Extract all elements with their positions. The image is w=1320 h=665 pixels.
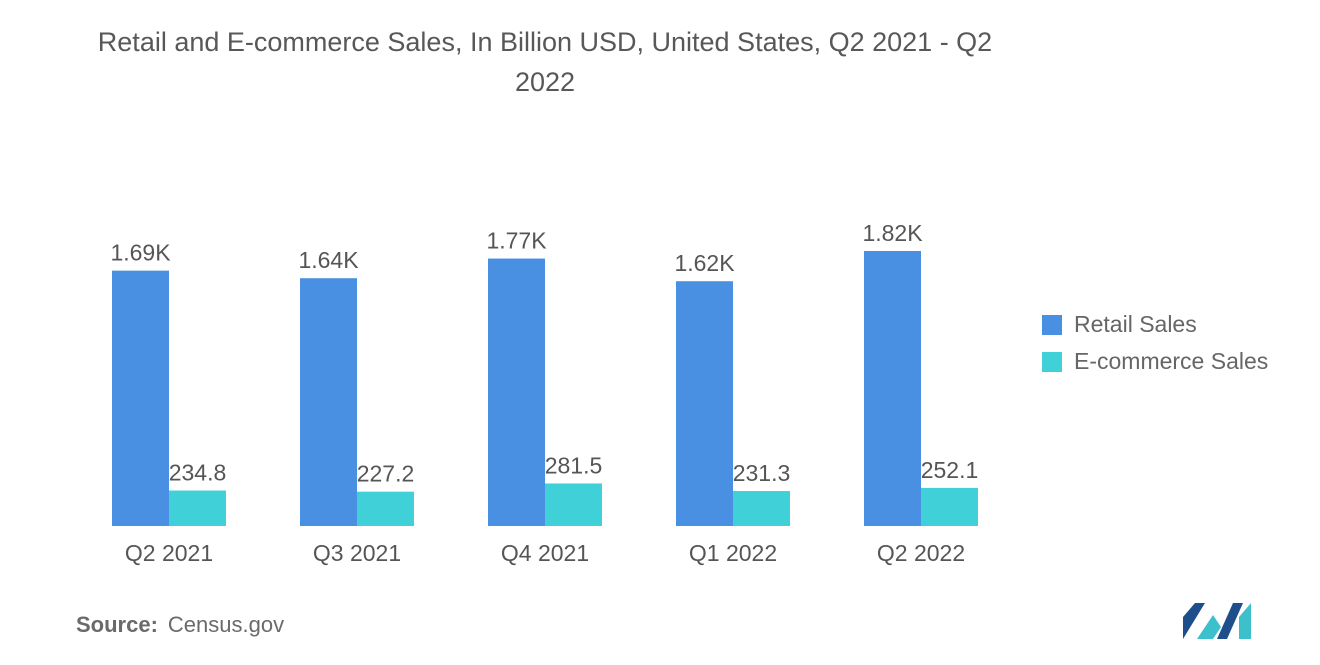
legend-item-retail-sales: Retail Sales	[1042, 306, 1268, 343]
bar-ecommerce-q3-2021	[357, 491, 414, 526]
data-label-ecommerce-q2-2021: 234.8	[169, 460, 227, 486]
mordor-intelligence-logo-icon	[1183, 603, 1251, 639]
bar-ecommerce-q1-2022	[733, 491, 790, 526]
data-label-ecommerce-q3-2021: 227.2	[357, 461, 415, 487]
x-tick-label: Q2 2022	[877, 540, 965, 566]
legend-swatch-retail-sales	[1042, 314, 1062, 335]
source-note: Source: Census.gov	[76, 612, 284, 638]
chart-title: Retail and E-commerce Sales, In Billion …	[97, 27, 993, 97]
bar-retail-q2-2021	[112, 270, 169, 526]
bar-ecommerce-q4-2021	[545, 483, 602, 526]
data-label-retail-q1-2022: 1.62K	[674, 250, 735, 276]
x-tick-label: Q4 2021	[501, 540, 589, 566]
chart-legend: Retail Sales E-commerce Sales	[1042, 306, 1268, 380]
legend-label-ecommerce-sales: E-commerce Sales	[1074, 348, 1269, 374]
bar-retail-q1-2022	[676, 281, 733, 526]
bar-retail-q3-2021	[300, 278, 357, 526]
bar-ecommerce-q2-2021	[169, 490, 226, 526]
legend-label-retail-sales: Retail Sales	[1074, 311, 1197, 337]
source-label: Source:	[76, 612, 158, 637]
bar-retail-q2-2022	[864, 251, 921, 526]
legend-item-ecommerce-sales: E-commerce Sales	[1042, 343, 1268, 380]
data-label-retail-q4-2021: 1.77K	[486, 228, 547, 254]
data-label-retail-q3-2021: 1.64K	[298, 247, 359, 273]
x-tick-label: Q3 2021	[313, 540, 401, 566]
data-label-retail-q2-2022: 1.82K	[862, 220, 923, 246]
x-tick-label: Q1 2022	[689, 540, 777, 566]
source-value: Census.gov	[167, 612, 285, 637]
bar-retail-q4-2021	[488, 258, 545, 526]
data-label-ecommerce-q4-2021: 281.5	[545, 452, 603, 478]
bar-ecommerce-q2-2022	[921, 487, 978, 526]
data-label-ecommerce-q2-2022: 252.1	[921, 457, 979, 483]
legend-swatch-ecommerce-sales	[1042, 351, 1062, 372]
x-tick-label: Q2 2021	[125, 540, 213, 566]
data-label-ecommerce-q1-2022: 231.3	[733, 460, 791, 486]
data-label-retail-q2-2021: 1.69K	[110, 240, 171, 266]
